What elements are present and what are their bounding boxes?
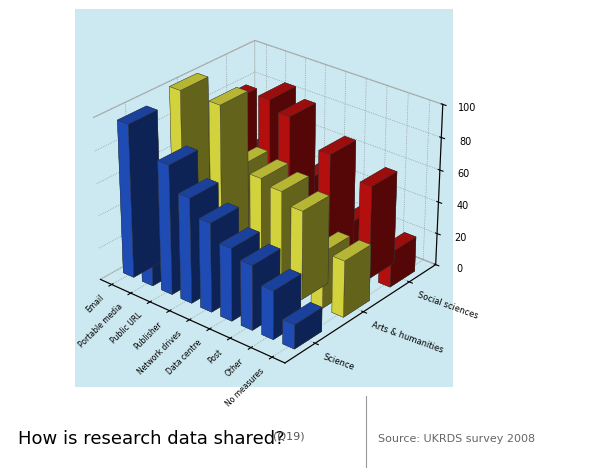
Text: How is research data shared?: How is research data shared?	[18, 430, 284, 448]
Text: Source: UKRDS survey 2008: Source: UKRDS survey 2008	[378, 434, 535, 444]
Text: (Q19): (Q19)	[273, 431, 305, 442]
